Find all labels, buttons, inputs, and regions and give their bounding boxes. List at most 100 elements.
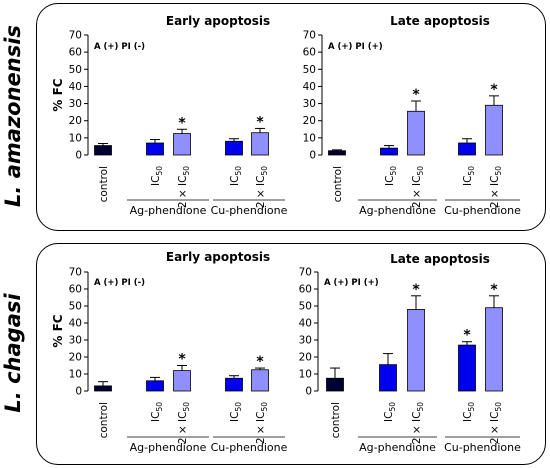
chart-title-0: Early apoptosis (166, 14, 270, 28)
y-tick-label-2-0: 0 (75, 386, 82, 398)
category-label-1-2: 2 × IC50 (411, 166, 425, 208)
y-tick-label-0-7: 70 (69, 30, 82, 42)
category-label-3-0: control (330, 402, 342, 438)
bar-2-4 (251, 369, 269, 392)
category-label-1-4: 2 × IC50 (489, 166, 503, 208)
category-label-0-0: control (98, 166, 110, 202)
category-label-0-1: IC50 (150, 166, 164, 186)
category-label-2-4: 2 × IC50 (255, 402, 269, 444)
y-tick-label-3-4: 40 (299, 318, 312, 330)
bar-0-1 (146, 142, 164, 156)
chart-title-1: Late apoptosis (390, 14, 490, 28)
category-label-1-3: IC50 (462, 166, 476, 186)
group-label-3-1: Cu-phendione (444, 441, 521, 454)
y-tick-label-0-0: 0 (75, 150, 82, 162)
y-tick-label-2-1: 10 (69, 369, 82, 381)
y-tick-label-3-3: 30 (299, 335, 312, 347)
panel-box-amazonensis (36, 3, 546, 231)
y-tick-label-0-5: 50 (69, 64, 82, 76)
significance-mark-3-3: * (463, 328, 471, 344)
y-tick-label-3-5: 50 (299, 301, 312, 313)
y-tick-label-0-1: 10 (69, 132, 82, 144)
bar-2-2 (173, 370, 191, 392)
annotation-3: A (+) PI (+) (324, 278, 379, 288)
group-label-2-0: Ag-phendione (130, 441, 207, 454)
group-label-3-0: Ag-phendione (359, 441, 436, 454)
bar-3-4 (485, 307, 503, 392)
y-tick-label-3-7: 70 (299, 267, 312, 279)
category-label-2-3: IC50 (229, 402, 243, 422)
chart-title-3: Late apoptosis (390, 252, 490, 266)
bar-2-3 (225, 377, 243, 392)
category-label-3-2: 2 × IC50 (411, 402, 425, 444)
bar-1-0 (328, 150, 346, 156)
y-tick-label-1-2: 20 (303, 115, 316, 127)
bar-0-0 (94, 145, 112, 156)
y-tick-label-3-2: 20 (299, 352, 312, 364)
category-label-2-1: IC50 (150, 402, 164, 422)
group-label-0-1: Cu-phendione (211, 204, 288, 217)
bar-0-2 (173, 133, 191, 156)
bar-3-3 (458, 344, 476, 392)
annotation-0: A (+) PI (-) (94, 42, 145, 52)
significance-mark-3-4: * (490, 282, 498, 298)
y-tick-label-1-3: 30 (303, 98, 316, 110)
bar-2-1 (146, 380, 164, 392)
category-label-0-3: IC50 (229, 166, 243, 186)
category-label-3-4: 2 × IC50 (489, 402, 503, 444)
significance-mark-0-2: * (178, 115, 186, 131)
bar-3-1 (379, 364, 397, 392)
y-axis-label-2: % FC (51, 314, 65, 347)
y-tick-label-1-6: 60 (303, 47, 316, 59)
significance-mark-1-2: * (412, 87, 420, 103)
bar-1-1 (380, 147, 398, 156)
bar-1-3 (458, 142, 476, 156)
y-tick-label-2-4: 40 (69, 318, 82, 330)
significance-mark-2-4: * (256, 354, 264, 370)
significance-mark-2-2: * (178, 352, 186, 368)
y-tick-label-1-7: 70 (303, 30, 316, 42)
y-tick-label-2-2: 20 (69, 352, 82, 364)
y-tick-label-0-2: 20 (69, 115, 82, 127)
y-tick-label-2-5: 50 (69, 301, 82, 313)
bar-3-2 (407, 308, 425, 392)
category-label-0-2: 2 × IC50 (177, 166, 191, 208)
y-tick-label-3-6: 60 (299, 284, 312, 296)
y-tick-label-2-6: 60 (69, 284, 82, 296)
y-tick-label-1-5: 50 (303, 64, 316, 76)
significance-mark-3-2: * (412, 282, 420, 298)
y-tick-label-1-1: 10 (303, 132, 316, 144)
category-label-3-3: IC50 (462, 402, 476, 422)
y-axis-label-0: % FC (51, 78, 65, 111)
category-label-3-1: IC50 (383, 402, 397, 422)
group-label-1-0: Ag-phendione (359, 204, 436, 217)
significance-mark-1-4: * (490, 82, 498, 98)
y-tick-label-3-1: 10 (299, 369, 312, 381)
group-label-0-0: Ag-phendione (130, 204, 207, 217)
annotation-1: A (+) PI (+) (328, 42, 383, 52)
group-label-2-1: Cu-phendione (211, 441, 288, 454)
bar-2-0 (94, 385, 112, 392)
chart-title-2: Early apoptosis (166, 250, 270, 264)
significance-mark-0-4: * (256, 114, 264, 130)
category-label-1-0: control (332, 166, 344, 202)
y-tick-label-3-0: 0 (305, 386, 312, 398)
group-label-1-1: Cu-phendione (444, 204, 521, 217)
panel-box-chagasi (36, 243, 546, 465)
bar-1-2 (407, 110, 425, 156)
y-tick-label-0-4: 40 (69, 81, 82, 93)
annotation-2: A (+) PI (-) (94, 278, 145, 288)
category-label-2-2: 2 × IC50 (177, 402, 191, 444)
bar-0-4 (251, 132, 269, 156)
y-tick-label-1-4: 40 (303, 81, 316, 93)
bar-0-3 (225, 140, 243, 156)
bar-3-0 (326, 377, 344, 392)
category-label-0-4: 2 × IC50 (255, 166, 269, 208)
category-label-2-0: control (98, 402, 110, 438)
y-tick-label-2-3: 30 (69, 335, 82, 347)
y-tick-label-0-3: 30 (69, 98, 82, 110)
y-tick-label-2-7: 70 (69, 267, 82, 279)
bar-1-4 (485, 104, 503, 156)
y-tick-label-0-6: 60 (69, 47, 82, 59)
